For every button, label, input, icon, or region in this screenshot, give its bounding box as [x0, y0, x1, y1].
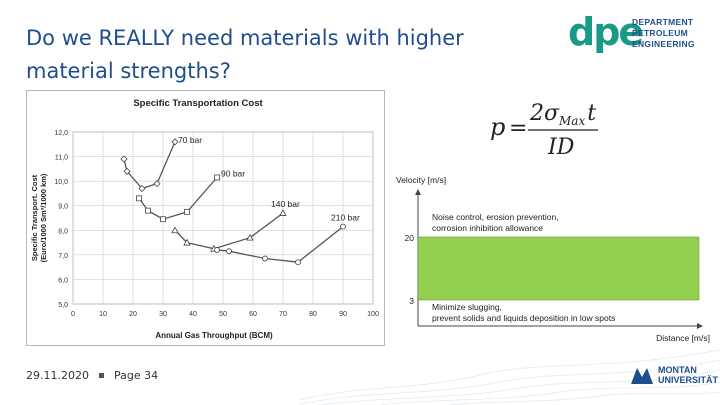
series-label: 70 bar	[178, 135, 202, 145]
y-tick-label: 8,0	[58, 228, 68, 235]
data-point	[136, 195, 142, 202]
data-point	[340, 223, 346, 230]
hoop-stress-formula: p = 2σMaxt ID	[490, 101, 598, 160]
footer-separator	[98, 373, 104, 378]
velocity-tick-3: 3	[409, 296, 414, 306]
lower-limit-text-1: Minimize slugging,	[432, 302, 502, 312]
velocity-axis-label: Velocity [m/s]	[396, 175, 446, 185]
data-point	[120, 155, 128, 163]
slide-footer: 29.11.2020 Page 34	[26, 369, 158, 382]
x-tick-label: 100	[367, 311, 379, 318]
y-tick-label: 6,0	[58, 277, 68, 284]
montanuniversitaet-logo: MONTAN UNIVERSITÄT	[630, 364, 718, 386]
x-tick-label: 40	[189, 311, 197, 318]
x-tick-label: 50	[219, 311, 227, 318]
formula-lhs: p	[490, 113, 505, 141]
x-tick-label: 80	[309, 311, 317, 318]
y-tick-label: 11,0	[55, 155, 68, 162]
velocity-tick-20: 20	[405, 233, 415, 243]
slide-title: Do we REALLY need materials with higher …	[26, 26, 464, 83]
data-point	[145, 207, 151, 214]
x-tick-label: 60	[249, 311, 257, 318]
logo-line-1: DEPARTMENT	[632, 17, 694, 27]
data-point	[171, 138, 179, 146]
montan-line-2: UNIVERSITÄT	[658, 375, 719, 385]
y-tick-label: 5,0	[58, 302, 68, 309]
x-tick-label: 10	[99, 311, 107, 318]
data-point	[123, 167, 131, 175]
velocity-window-chart: Velocity [m/s] Noise control, erosion pr…	[396, 175, 710, 343]
footer-page: Page 34	[113, 369, 159, 382]
y-tick-label: 12,0	[54, 130, 68, 137]
data-point	[153, 180, 161, 188]
y-tick-label: 9,0	[58, 204, 68, 211]
data-point	[262, 255, 268, 262]
upper-limit-text-1: Noise control, erosion prevention,	[432, 212, 559, 222]
lower-limit-text-2: prevent solids and liquids deposition in…	[432, 313, 615, 323]
logo-line-2: PETROLEUM	[632, 28, 689, 38]
dpe-logo: dpe DEPARTMENT PETROLEUM ENGINEERING	[568, 12, 708, 56]
y-axis-label-units: (Euro/1000 Sm³/1000 km)	[39, 173, 48, 262]
dpe-logo-text: DEPARTMENT PETROLEUM ENGINEERING	[632, 17, 695, 50]
data-point	[171, 226, 179, 234]
y-axis-label: Specific Transport. Cost	[30, 174, 39, 261]
data-point	[226, 248, 232, 255]
x-tick-label: 0	[71, 311, 75, 318]
formula-numerator: 2σMaxt	[529, 101, 596, 128]
data-point	[183, 238, 191, 246]
logo-line-3: ENGINEERING	[632, 39, 695, 49]
series-label: 140 bar	[271, 199, 300, 209]
formula-equals: =	[509, 116, 527, 141]
upper-limit-text-2: corrosion inhibition allowance	[432, 223, 543, 233]
montan-logo-text: MONTAN UNIVERSITÄT	[658, 365, 718, 385]
data-point	[295, 259, 301, 266]
x-axis-label: Annual Gas Throughput (BCM)	[155, 331, 273, 340]
series-label: 90 bar	[221, 168, 245, 178]
transport-cost-chart: Specific Transportation Cost Annual Gas …	[26, 90, 385, 346]
distance-axis-label: Distance [m/s]	[656, 333, 710, 343]
data-point	[246, 233, 254, 241]
y-tick-label: 7,0	[58, 253, 68, 260]
data-point	[214, 247, 220, 253]
mountain-icon	[631, 368, 653, 384]
series-label: 210 bar	[331, 213, 360, 223]
data-point	[184, 208, 190, 215]
x-tick-label: 90	[339, 311, 347, 318]
data-point	[279, 209, 287, 216]
data-point	[160, 216, 166, 223]
x-tick-label: 70	[279, 311, 287, 318]
formula-denominator: ID	[547, 135, 575, 160]
montan-line-1: MONTAN	[658, 365, 697, 375]
x-tick-label: 20	[129, 311, 137, 318]
chart-title: Specific Transportation Cost	[133, 98, 263, 109]
data-point	[214, 174, 220, 181]
data-point	[138, 184, 146, 193]
x-tick-label: 30	[159, 311, 167, 318]
y-tick-label: 10,0	[54, 179, 68, 186]
operating-velocity-band	[417, 236, 700, 301]
footer-date: 29.11.2020	[26, 369, 89, 382]
dpe-logo-mark: dpe	[568, 10, 644, 54]
